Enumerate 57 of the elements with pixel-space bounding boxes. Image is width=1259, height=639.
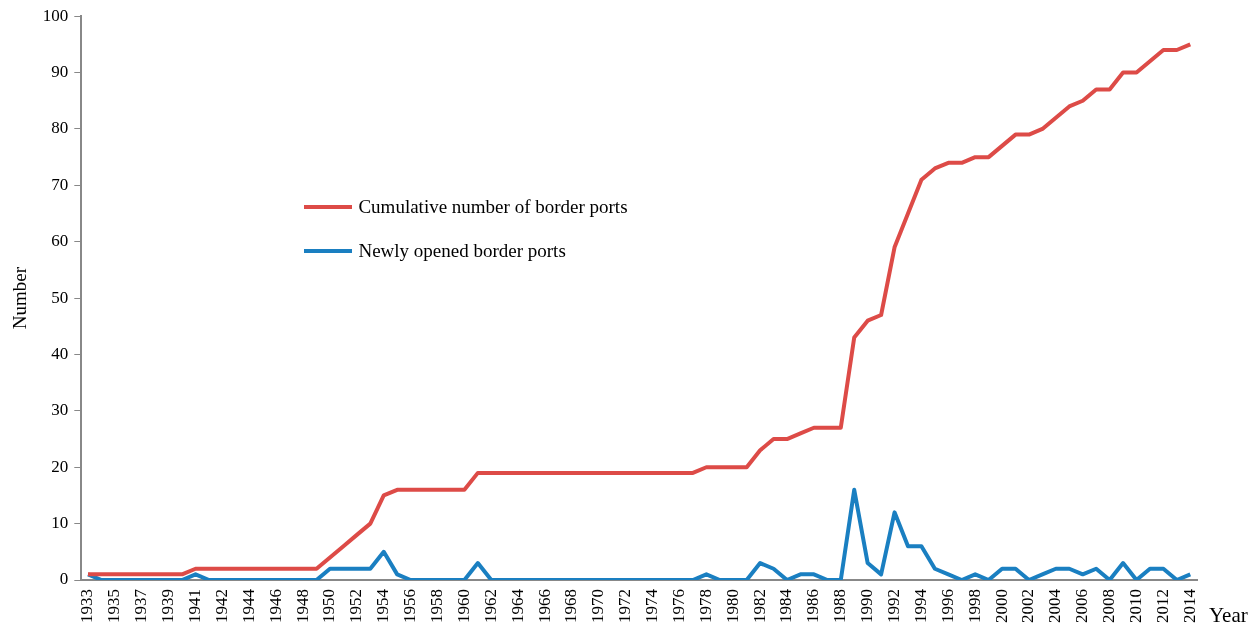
- y-tick-label: 80: [51, 118, 69, 138]
- legend-label: Cumulative number of border ports: [358, 195, 628, 220]
- x-tick-label: 2008: [1099, 589, 1119, 623]
- y-tick-label: 10: [51, 513, 69, 533]
- x-tick-label: 1998: [964, 589, 984, 623]
- y-tick-label: 40: [51, 343, 69, 363]
- y-tick-label: 60: [51, 231, 69, 251]
- legend-label: Newly opened border ports: [358, 239, 566, 264]
- x-tick-label: 1966: [534, 589, 554, 623]
- y-tick-label: 50: [51, 287, 69, 307]
- x-tick-label: 1982: [749, 589, 769, 623]
- x-tick-label: 1996: [937, 589, 957, 623]
- y-axis-title: Number: [9, 266, 31, 330]
- x-tick-label: 1952: [346, 589, 366, 623]
- x-tick-label: 1941: [185, 589, 205, 623]
- y-tick-label: 100: [42, 5, 69, 25]
- x-tick-label: 1994: [910, 588, 930, 623]
- x-axis-title: Year: [1209, 602, 1248, 627]
- x-tick-label: 1935: [104, 589, 124, 623]
- y-tick-label: 30: [51, 400, 69, 420]
- x-tick-label: 1946: [265, 589, 285, 623]
- x-tick-label: 2006: [1072, 589, 1092, 623]
- y-tick-label: 90: [51, 62, 69, 82]
- y-tick-label: 20: [51, 456, 69, 476]
- x-tick-label: 2002: [1018, 589, 1038, 623]
- x-tick-label: 1964: [507, 588, 527, 623]
- x-tick-label: 1976: [668, 589, 688, 623]
- x-tick-label: 1974: [642, 588, 662, 623]
- x-tick-label: 1950: [319, 589, 339, 623]
- y-tick-label: 0: [59, 569, 69, 589]
- x-tick-label: 1986: [803, 589, 823, 623]
- x-tick-label: 1972: [615, 589, 635, 623]
- x-tick-label: 1944: [238, 588, 258, 623]
- x-tick-label: 2000: [991, 589, 1011, 623]
- x-tick-label: 1942: [211, 589, 231, 623]
- x-tick-label: 1990: [857, 589, 877, 623]
- x-tick-label: 1937: [131, 588, 151, 623]
- x-tick-label: 1988: [830, 589, 850, 623]
- x-tick-label: 1968: [561, 589, 581, 623]
- x-tick-label: 1970: [588, 589, 608, 623]
- x-tick-label: 2012: [1152, 589, 1172, 623]
- x-tick-label: 1980: [722, 589, 742, 623]
- x-tick-label: 1956: [400, 589, 420, 623]
- x-tick-label: 2004: [1045, 588, 1065, 623]
- x-tick-label: 1992: [884, 589, 904, 623]
- x-tick-label: 1954: [373, 588, 393, 623]
- x-tick-label: 1978: [695, 589, 715, 623]
- x-tick-label: 1939: [158, 589, 178, 623]
- x-tick-label: 1958: [426, 589, 446, 623]
- x-tick-label: 1933: [77, 589, 97, 623]
- x-tick-label: 1984: [776, 588, 796, 623]
- x-tick-label: 2014: [1179, 588, 1199, 623]
- x-tick-label: 1962: [480, 589, 500, 623]
- x-tick-label: 2010: [1125, 589, 1145, 623]
- x-tick-label: 1948: [292, 589, 312, 623]
- y-tick-label: 70: [51, 174, 69, 194]
- x-tick-label: 1960: [453, 589, 473, 623]
